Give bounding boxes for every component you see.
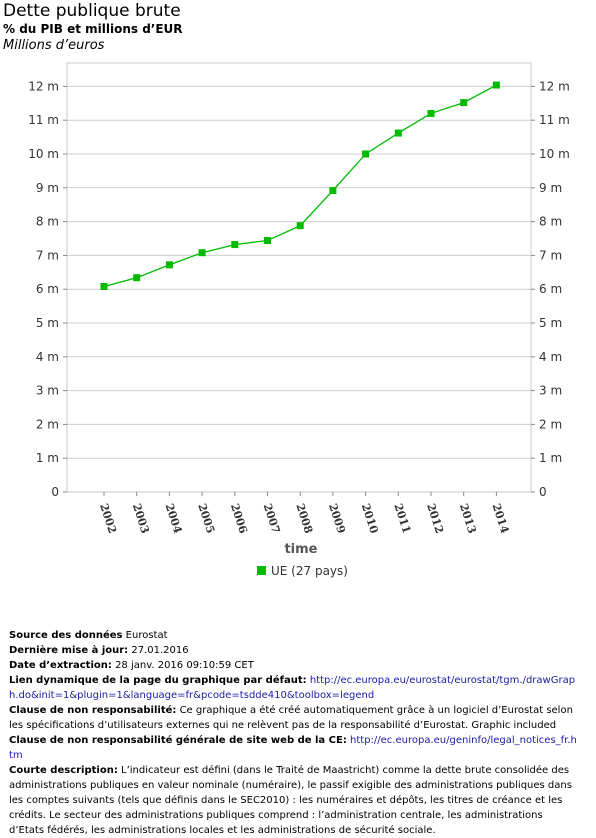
general-disclaimer-label: Clause de non responsabilité générale de…: [9, 735, 347, 746]
line-chart: 0 0 1 m 1 m 2 m 2 m 3 m 3 m 4 m 4 m 5 m 5 m 6 m 6 m 7 …: [28, 62, 570, 578]
data-point: [133, 274, 141, 282]
source-line: Source des données Eurostat: [9, 628, 577, 643]
data-point: [264, 237, 271, 245]
y-tick-label-right: 0: [539, 485, 547, 499]
data-point: [165, 261, 173, 269]
y-tick-label-right: 4 m: [539, 350, 562, 364]
y-tick-label-right: 3 m: [539, 384, 562, 398]
extraction-label: Date d’extraction:: [9, 660, 112, 671]
y-tick-label-right: 2 m: [539, 417, 562, 431]
x-tick-label: 2014: [490, 502, 512, 535]
plot-area: [66, 62, 532, 493]
legal-notice-link[interactable]: http://ec.europa.eu/geninfo/legal_notice…: [9, 735, 577, 761]
x-tick-label: 2013: [457, 502, 479, 535]
description-label: Courte description:: [9, 765, 118, 776]
x-tick-label: 2004: [163, 502, 185, 535]
x-tick-label: 2002: [97, 502, 119, 535]
disclaimer-label: Clause de non responsabilité:: [9, 705, 177, 716]
data-point: [492, 81, 500, 89]
y-tick-label-left: 0: [51, 485, 59, 499]
x-tick-label: 2008: [293, 502, 315, 535]
update-line: Dernière mise à jour: 27.01.2016: [9, 643, 577, 658]
y-tick-label-left: 1 m: [36, 451, 59, 465]
source-value: Eurostat: [125, 630, 168, 641]
graph-link[interactable]: http://ec.europa.eu/eurostat/eurostat/tg…: [9, 675, 576, 701]
x-tick-label: 2010: [359, 502, 381, 535]
chart-subtitle: % du PIB et millions d’EUR: [3, 22, 183, 36]
data-point: [329, 187, 337, 195]
y-tick-label-left: 12 m: [28, 79, 59, 93]
y-tick-label-left: 7 m: [36, 248, 59, 262]
series-line: [103, 84, 497, 288]
data-point: [427, 109, 435, 117]
update-label: Dernière mise à jour:: [9, 645, 129, 656]
y-tick-label-left: 3 m: [36, 384, 59, 398]
y-tick-label-left: 10 m: [28, 147, 59, 161]
y-tick-label-right: 6 m: [539, 282, 562, 296]
x-axis: 2002 2003 2004 2005 2006 2007 2008 2009 2010 2011…: [97, 492, 511, 535]
extraction-line: Date d’extraction: 28 janv. 2016 09:10:5…: [9, 658, 577, 673]
y-tick-label-right: 9 m: [539, 181, 562, 195]
data-point: [100, 282, 108, 290]
y-tick-label-right: 12 m: [539, 79, 570, 93]
x-tick-label: 2005: [195, 502, 217, 535]
data-point: [198, 249, 206, 257]
source-label: Source des données: [9, 630, 123, 641]
y-axis: 0 0 1 m 1 m 2 m 2 m 3 m 3 m 4 m 4 m 5 m 5 m 6 m 6 m 7 …: [28, 79, 570, 499]
y-tick-label-right: 7 m: [539, 248, 562, 262]
x-tick-label: 2011: [391, 502, 413, 535]
chart-unit: Millions d’euros: [3, 38, 105, 53]
disclaimer-value: Ce graphique a été créé automatiquement …: [9, 705, 573, 731]
x-tick-label: 2012: [424, 502, 446, 535]
x-tick-label: 2009: [326, 502, 348, 535]
y-tick-label-right: 5 m: [539, 316, 562, 330]
general-disclaimer-line: Clause de non responsabilité générale de…: [9, 733, 577, 763]
y-tick-label-left: 4 m: [36, 350, 59, 364]
data-point: [231, 241, 239, 249]
x-axis-title: time: [284, 542, 317, 557]
y-tick-label-right: 10 m: [539, 147, 570, 161]
x-tick-label: 2007: [261, 502, 283, 535]
legend-label: UE (27 pays): [271, 564, 348, 578]
y-tick-label-right: 11 m: [539, 113, 570, 127]
legend: UE (27 pays): [257, 564, 348, 578]
x-tick-label: 2006: [228, 502, 250, 535]
grid-lines: [67, 85, 531, 459]
data-point: [362, 150, 370, 158]
chart-title: Dette publique brute: [3, 1, 181, 21]
update-value: 27.01.2016: [131, 645, 189, 656]
data-point: [296, 222, 304, 230]
data-point: [394, 129, 402, 137]
link-line: Lien dynamique de la page du graphique p…: [9, 673, 577, 703]
link-label: Lien dynamique de la page du graphique p…: [9, 675, 307, 686]
y-tick-label-left: 8 m: [36, 215, 59, 229]
y-tick-label-right: 8 m: [539, 215, 562, 229]
extraction-value: 28 janv. 2016 09:10:59 CET: [115, 660, 254, 671]
y-tick-label-left: 2 m: [36, 417, 59, 431]
y-tick-label-right: 1 m: [539, 451, 562, 465]
data-point: [460, 99, 468, 107]
disclaimer-line: Clause de non responsabilité: Ce graphiq…: [9, 703, 577, 733]
y-tick-label-left: 11 m: [28, 113, 59, 127]
footer-metadata: Source des données Eurostat Dernière mis…: [9, 628, 577, 838]
y-tick-label-left: 9 m: [36, 181, 59, 195]
y-tick-label-left: 5 m: [36, 316, 59, 330]
y-tick-label-left: 6 m: [36, 282, 59, 296]
data-series: [100, 81, 500, 290]
description-line: Courte description: L’indicateur est déf…: [9, 763, 577, 838]
legend-swatch: [257, 566, 266, 575]
x-tick-label: 2003: [130, 502, 152, 535]
